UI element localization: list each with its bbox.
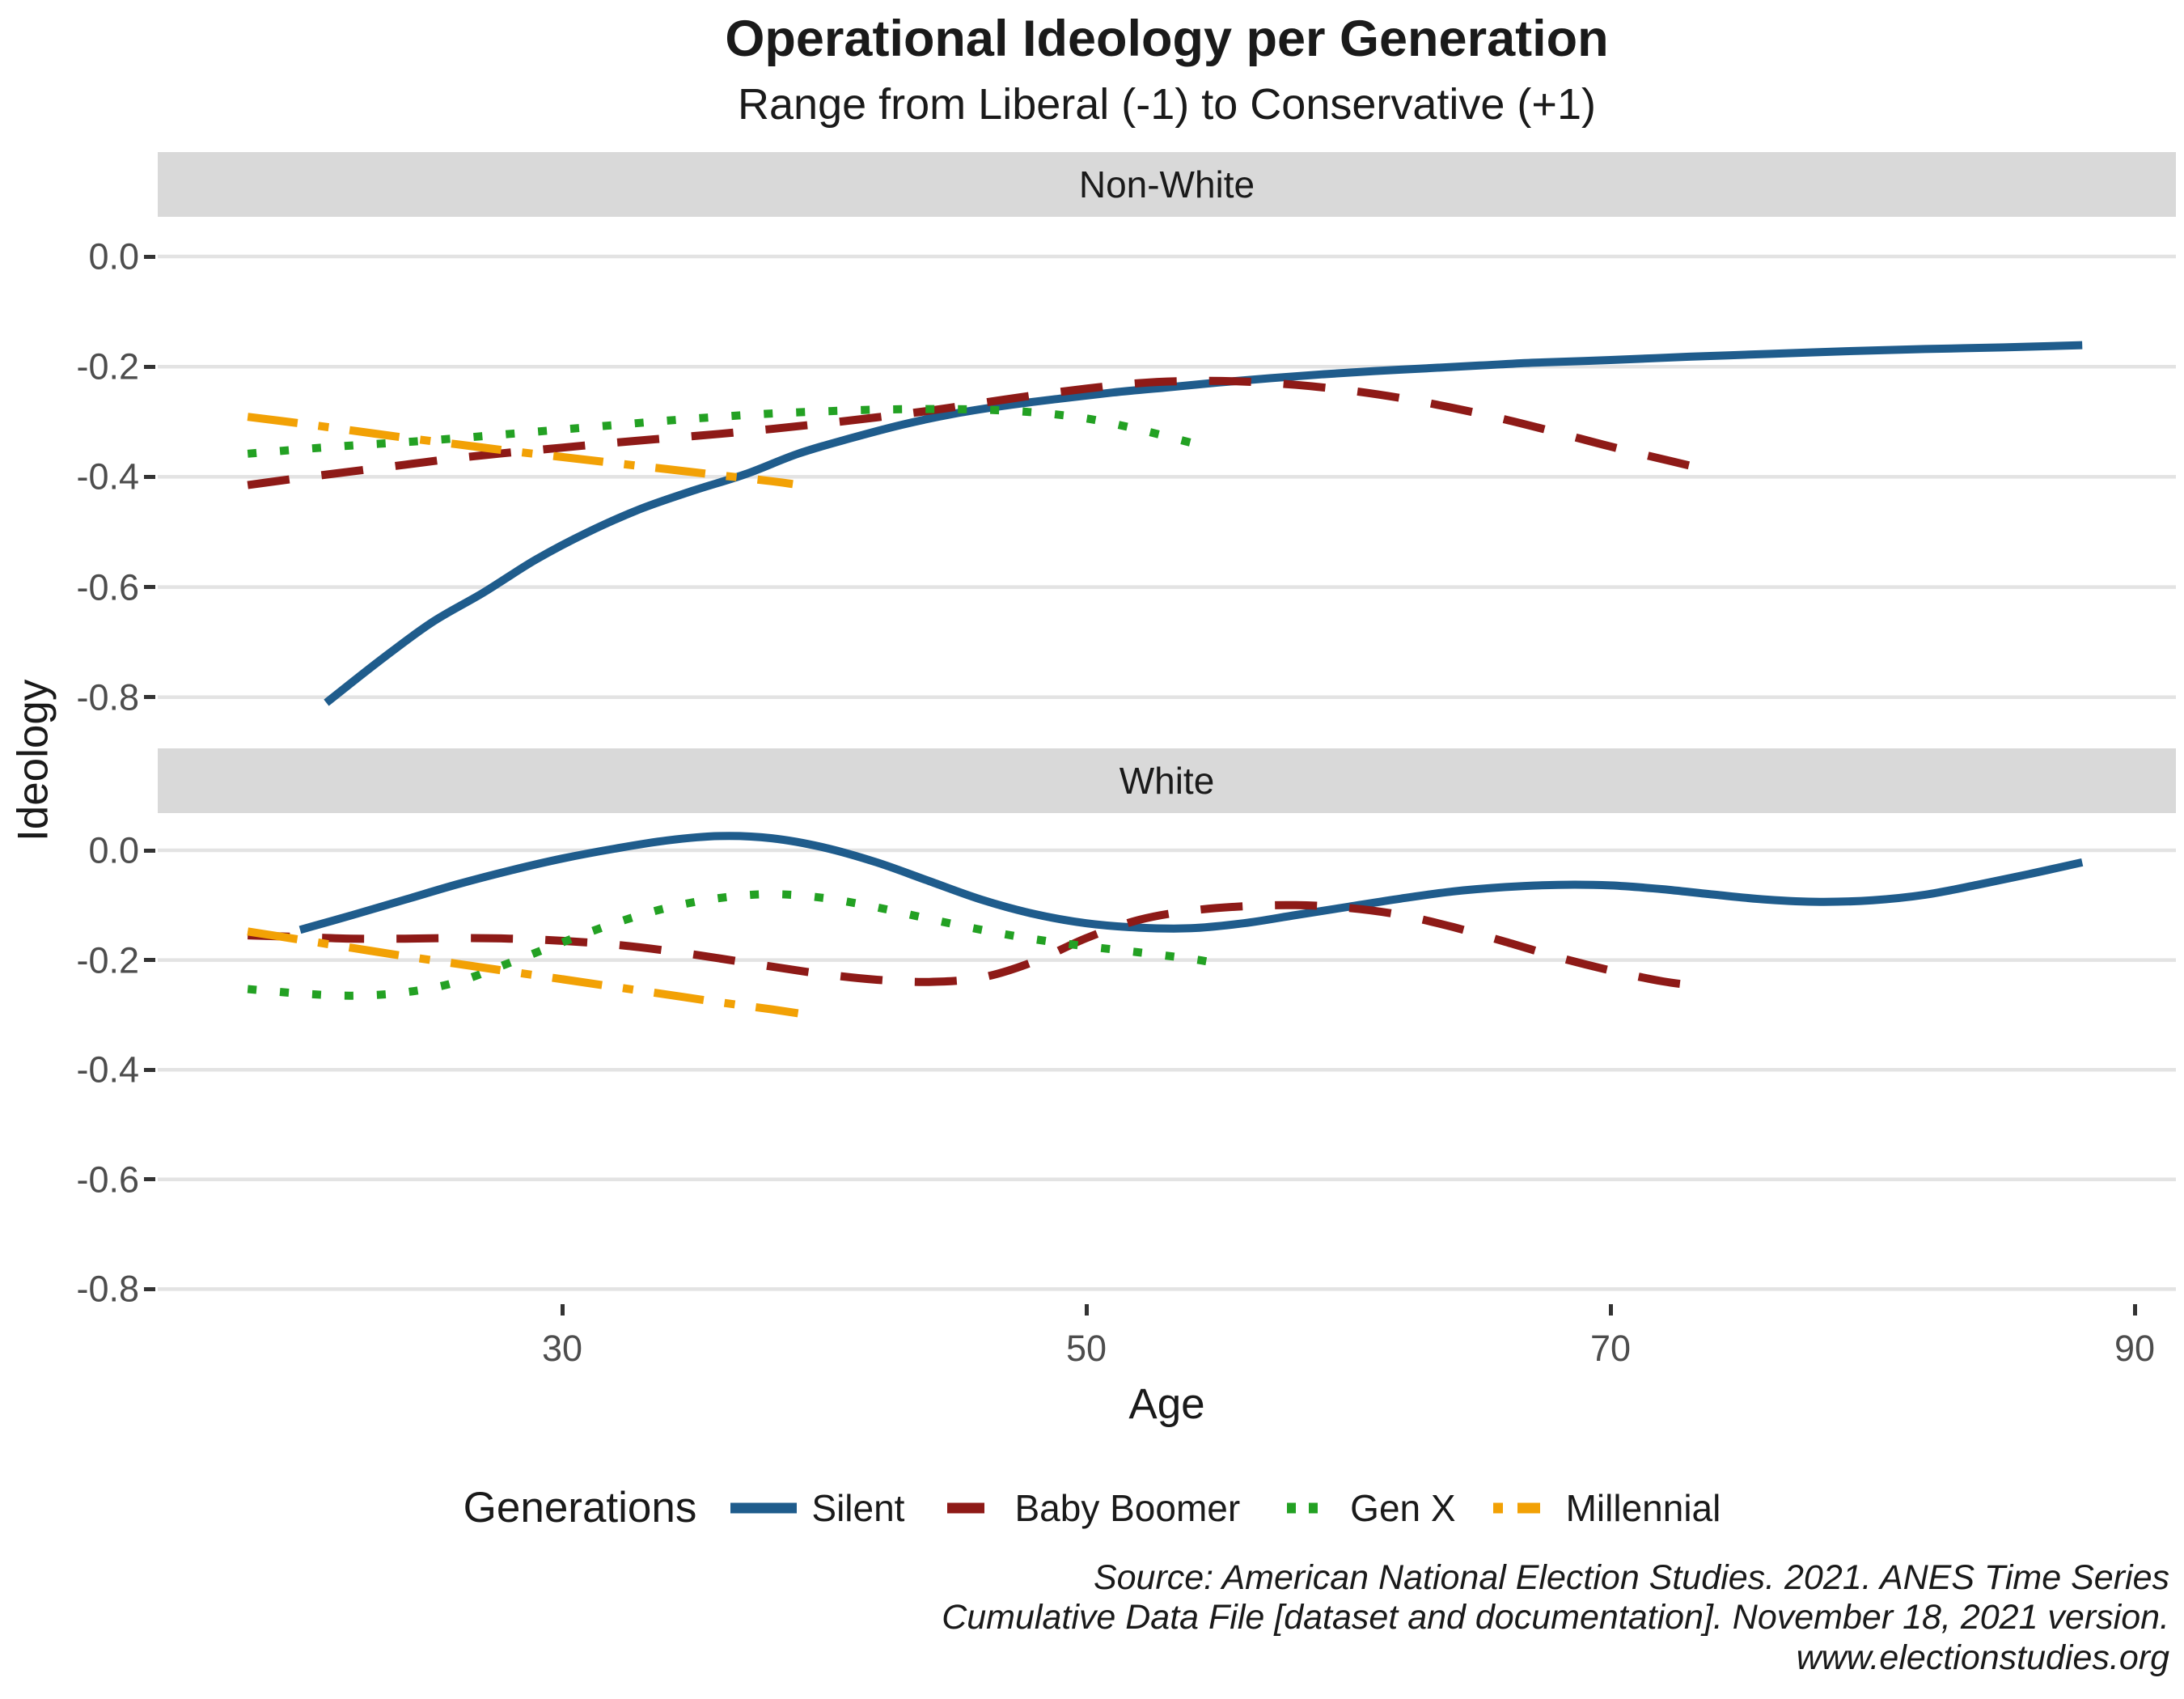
legend-key-dashed-line-icon bbox=[947, 1502, 985, 1513]
y-tick-label: -0.2 bbox=[76, 345, 139, 388]
x-tick-mark bbox=[1084, 1304, 1089, 1316]
facet-panel-non-white bbox=[158, 254, 2176, 706]
x-tick-label: 50 bbox=[1065, 1328, 1107, 1369]
legend-key-dashdot-line-icon bbox=[1492, 1502, 1540, 1513]
y-tick-label: 0.0 bbox=[88, 829, 139, 871]
caption: Source: American National Election Studi… bbox=[875, 1558, 2169, 1678]
series-line-baby-boomer bbox=[248, 900, 1704, 991]
legend-item-silent: Silent bbox=[730, 1486, 904, 1530]
x-tick-mark bbox=[1608, 1304, 1613, 1316]
y-tick-mark bbox=[144, 474, 155, 479]
facet-strip-white: White bbox=[158, 748, 2176, 813]
legend-key-solid-line-icon bbox=[730, 1502, 798, 1513]
legend-label: Gen X bbox=[1350, 1486, 1456, 1529]
facet-label-non-white: Non-White bbox=[1078, 163, 1255, 205]
y-tick-mark bbox=[144, 1067, 155, 1072]
y-tick-label: -0.6 bbox=[76, 566, 139, 608]
series-line-baby-boomer bbox=[247, 376, 1704, 489]
legend-key-dotted-line-icon bbox=[1287, 1502, 1318, 1513]
y-tick-label: -0.8 bbox=[76, 1268, 139, 1310]
facet-strip-non-white: Non-White bbox=[158, 152, 2176, 217]
y-tick-mark bbox=[144, 1286, 155, 1291]
chart-title: Operational Ideology per Generation bbox=[725, 11, 1609, 67]
y-tick-mark bbox=[144, 364, 155, 369]
y-tick-label: -0.4 bbox=[76, 1049, 139, 1091]
series-line-gen-x bbox=[247, 890, 1218, 1000]
y-tick-label: 0.0 bbox=[88, 235, 139, 278]
legend-label: Silent bbox=[811, 1486, 905, 1529]
y-tick-mark bbox=[144, 254, 155, 259]
chart-subtitle: Range from Liberal (-1) to Conservative … bbox=[738, 80, 1596, 129]
x-tick-mark bbox=[2132, 1304, 2137, 1316]
y-tick-mark bbox=[144, 848, 155, 853]
y-tick-mark bbox=[144, 958, 155, 963]
y-tick-mark bbox=[144, 1177, 155, 1182]
x-tick-mark bbox=[560, 1304, 565, 1316]
y-tick-label: -0.6 bbox=[76, 1159, 139, 1201]
x-axis-title: Age bbox=[1128, 1380, 1205, 1428]
facet-label-white: White bbox=[1119, 760, 1215, 802]
facet-panel-white bbox=[158, 832, 2176, 1291]
y-tick-mark bbox=[144, 695, 155, 700]
caption-line: www.electionstudies.org bbox=[1796, 1638, 2169, 1677]
y-axis-title: Ideology bbox=[9, 679, 57, 842]
series-line-silent bbox=[298, 832, 2084, 934]
caption-line: Cumulative Data File [dataset and docume… bbox=[942, 1598, 2169, 1638]
legend-item-millennial: Millennial bbox=[1485, 1486, 1721, 1530]
legend-items: Silent Baby Boomer Gen X Millennial bbox=[730, 1486, 1721, 1530]
legend-item-gen-x: Gen X bbox=[1269, 1486, 1456, 1530]
y-tick-mark bbox=[144, 585, 155, 590]
series-line-silent bbox=[324, 341, 2083, 706]
x-tick-label: 90 bbox=[2114, 1328, 2156, 1369]
y-tick-label: -0.8 bbox=[76, 676, 139, 718]
series-line-millennial bbox=[247, 927, 799, 1018]
x-tick-label: 70 bbox=[1589, 1328, 1632, 1369]
legend-label: Baby Boomer bbox=[1014, 1486, 1241, 1529]
legend-label: Millennial bbox=[1565, 1486, 1721, 1529]
y-tick-label: -0.4 bbox=[76, 455, 139, 498]
y-tick-label: -0.2 bbox=[76, 939, 139, 981]
caption-line: Source: American National Election Studi… bbox=[1093, 1558, 2169, 1597]
x-tick-label: 30 bbox=[541, 1328, 583, 1369]
legend: Generations Silent Baby Boomer Gen X Millen… bbox=[0, 1483, 2184, 1532]
legend-title: Generations bbox=[463, 1484, 697, 1532]
legend-item-baby-boomer: Baby Boomer bbox=[933, 1486, 1240, 1530]
